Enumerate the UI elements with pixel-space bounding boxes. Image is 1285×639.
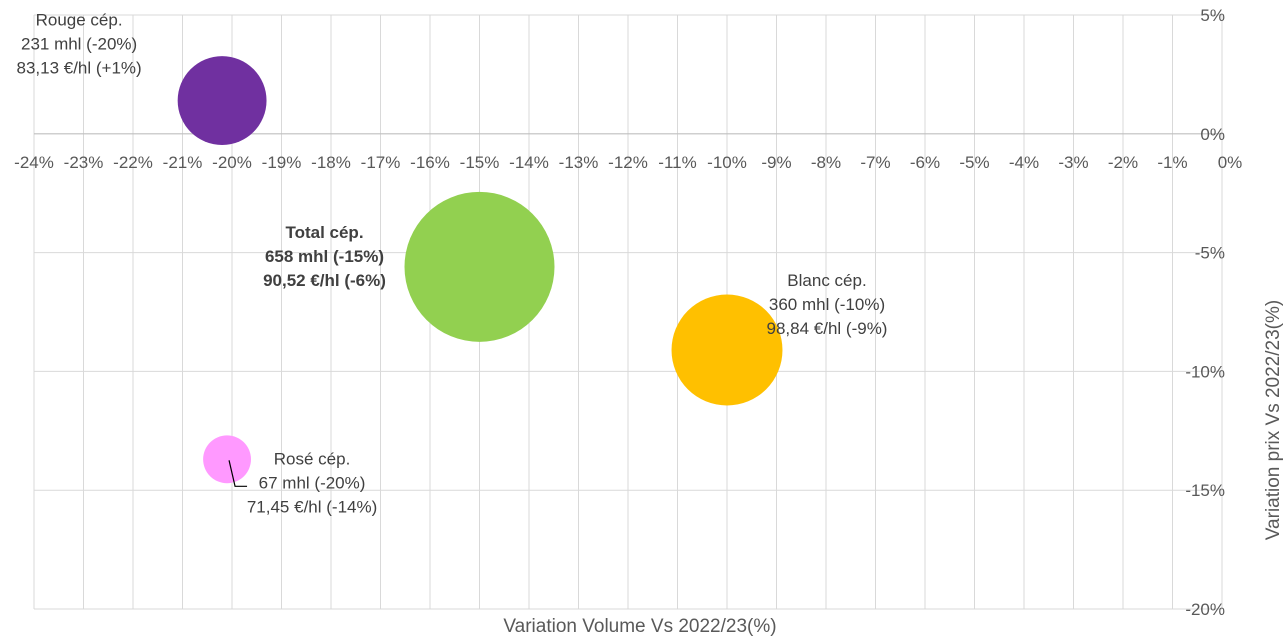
bubble [671,294,783,406]
x-tick-label: -18% [311,153,351,172]
x-tick-label: -8% [811,153,841,172]
y-tick-label: -20% [1185,600,1225,619]
x-tick-label: 0% [1218,153,1243,172]
x-tick-label: -5% [959,153,989,172]
x-tick-label: -7% [860,153,890,172]
y-tick-label: -15% [1185,481,1225,500]
x-tick-label: -24% [14,153,54,172]
x-tick-label: -14% [509,153,549,172]
bubble-labels: Rouge cép. 231 mhl (-20%) 83,13 €/hl (+1%)… [16,11,887,517]
x-axis-title: Variation Volume Vs 2022/23(%) [503,616,776,637]
y-axis-title: Variation prix Vs 2022/23(%) [1263,300,1284,540]
bubble [177,56,267,145]
x-tick-label: -4% [1009,153,1039,172]
y-tick-label: -10% [1185,362,1225,381]
x-tick-label: -22% [113,153,153,172]
x-tick-label: -17% [361,153,401,172]
bubble-label: Blanc cép. [787,271,866,290]
y-tick-label: 0% [1200,125,1225,144]
x-tick-label: -19% [262,153,302,172]
bubble-label: Total cép. [285,223,363,242]
x-tick-label: -2% [1108,153,1138,172]
bubble [203,435,251,484]
bubble-label: 98,84 €/hl (-9%) [767,319,888,338]
x-tick-label: -11% [658,153,696,172]
x-tick-label: -20% [212,153,252,172]
bubble-label: 231 mhl (-20%) [21,35,137,54]
x-tick-label: -16% [410,153,450,172]
bubbles [177,56,783,484]
x-tick-label: -13% [559,153,599,172]
bubble-label: 67 mhl (-20%) [259,473,366,492]
x-tick-label: -3% [1058,153,1088,172]
bubble-label: 83,13 €/hl (+1%) [16,59,141,78]
bubble-label: 71,45 €/hl (-14%) [247,497,377,516]
bubble-label: Rosé cép. [274,449,351,468]
bubble-label: 360 mhl (-10%) [769,295,885,314]
bubble-label: 90,52 €/hl (-6%) [263,271,386,290]
x-tick-label: -10% [707,153,747,172]
x-tick-label: -6% [910,153,940,172]
y-tick-label: 5% [1200,6,1225,25]
y-axis-ticks: 5% 0% -5% -10% -15% -20% [1185,6,1225,619]
x-tick-label: -9% [761,153,791,172]
bubble-label: Rouge cép. [36,11,123,30]
bubble-label: 658 mhl (-15%) [265,247,384,266]
y-tick-label: -5% [1195,244,1225,263]
x-axis-ticks: -24% -23% -22% -21% -20% -19% -18% -17% -16% -15%… [14,153,1242,172]
label-leader-line [228,460,248,487]
x-tick-label: -15% [460,153,500,172]
bubble [404,191,555,342]
x-tick-label: -21% [163,153,203,172]
x-tick-label: -12% [608,153,648,172]
x-tick-label: -23% [64,153,104,172]
x-tick-label: -1% [1157,153,1187,172]
